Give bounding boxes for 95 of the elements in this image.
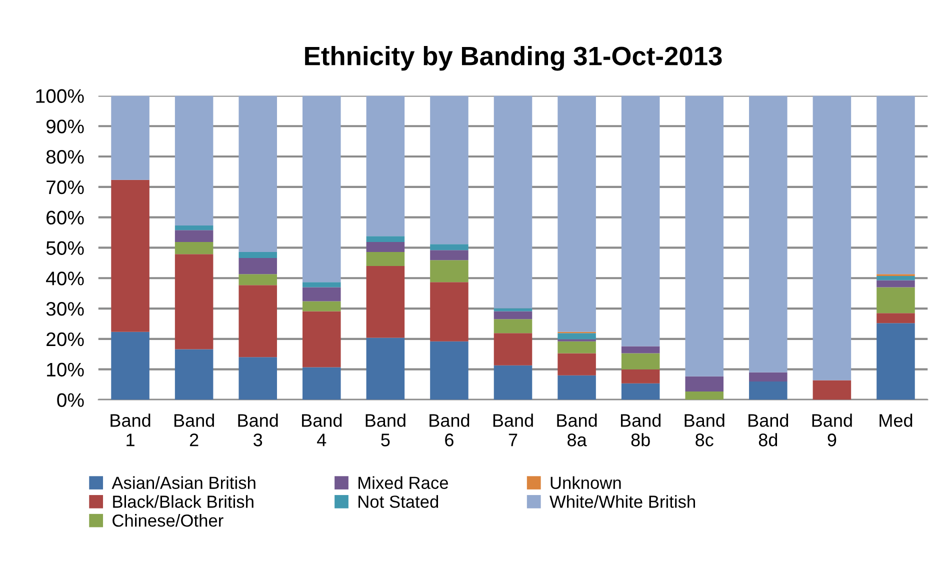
bar	[621, 346, 660, 354]
bar	[302, 311, 341, 368]
x-tick-label: Band 4	[302, 414, 342, 446]
bar	[238, 252, 277, 258]
x-tick-label: Band 3	[238, 414, 278, 446]
bar	[621, 96, 660, 346]
bar	[430, 260, 468, 282]
bar	[621, 369, 660, 384]
bar	[111, 96, 150, 180]
bar	[430, 250, 468, 260]
bar	[238, 357, 277, 400]
bar	[111, 332, 150, 400]
bar	[558, 353, 596, 376]
bar	[366, 266, 405, 338]
bar	[302, 96, 341, 282]
bar	[366, 236, 405, 242]
legend-label: Not Stated	[358, 495, 438, 508]
bar	[494, 319, 532, 334]
bar	[174, 226, 214, 230]
bar	[685, 376, 724, 392]
bar	[366, 96, 405, 236]
x-tick-label: Band 8b	[620, 414, 661, 446]
bar	[494, 333, 532, 366]
bar	[685, 96, 724, 376]
y-tick-label: 100%	[36, 89, 84, 103]
bar	[494, 96, 532, 308]
x-tick-label: Band 9	[812, 414, 852, 446]
x-tick-label: Band 5	[366, 414, 406, 446]
y-tick-label: 90%	[46, 120, 84, 134]
bar	[876, 323, 915, 400]
legend-label: Black/Black British	[113, 495, 254, 508]
bar	[876, 276, 915, 280]
bar	[876, 280, 915, 288]
y-tick-label: 0%	[57, 393, 84, 407]
bar	[621, 353, 660, 370]
x-tick-label: Band 2	[174, 414, 214, 446]
y-tick-label: 30%	[46, 302, 84, 316]
legend-label: Chinese/Other	[112, 514, 224, 527]
bar	[111, 180, 150, 332]
y-tick-label: 60%	[46, 210, 84, 225]
bar	[174, 254, 214, 350]
bar	[430, 341, 468, 400]
bar	[494, 308, 532, 312]
bar	[238, 258, 277, 274]
bar	[366, 252, 405, 266]
x-tick-label: Med	[880, 414, 912, 427]
bar	[558, 375, 596, 400]
bar	[558, 333, 596, 340]
y-tick-label: 40%	[46, 272, 84, 286]
bar	[302, 301, 341, 312]
bar	[238, 285, 277, 358]
bar	[876, 96, 915, 274]
chart-title: Ethnicity by Banding 31-Oct-2013	[305, 46, 722, 71]
legend-label: Mixed Race	[358, 476, 448, 490]
bar	[558, 96, 596, 332]
bar	[174, 349, 214, 400]
bar	[302, 367, 341, 400]
y-tick-label: 50%	[46, 241, 84, 255]
bar	[174, 242, 214, 254]
x-tick-label: Band 8a	[557, 414, 597, 446]
y-tick-label: 20%	[46, 332, 84, 346]
bar	[302, 287, 341, 302]
x-tick-label: Band 7	[493, 414, 533, 446]
y-tick-label: 70%	[46, 180, 84, 194]
bar	[366, 338, 405, 400]
bar	[876, 287, 915, 314]
x-tick-label: Band 8c	[684, 414, 724, 446]
bar	[238, 274, 277, 286]
bar	[558, 341, 596, 354]
bar	[494, 365, 532, 400]
bar	[812, 380, 852, 400]
bar	[749, 381, 788, 400]
legend-label: Asian/Asian British	[112, 476, 256, 490]
bar	[430, 96, 468, 244]
bar	[430, 244, 468, 250]
bar	[494, 311, 532, 320]
bar	[174, 230, 214, 242]
bar	[238, 96, 277, 252]
bar	[749, 96, 788, 372]
bar	[430, 282, 468, 342]
bar	[366, 242, 405, 252]
bar	[302, 282, 341, 288]
legend-label: White/White British	[550, 495, 695, 508]
y-tick-label: 10%	[47, 362, 84, 377]
legend-label: Unknown	[550, 476, 621, 490]
bar	[876, 313, 915, 324]
x-tick-label: Band 8d	[748, 414, 788, 446]
bar	[812, 96, 852, 380]
bar	[749, 372, 788, 382]
x-tick-label: Band 1	[110, 414, 150, 446]
x-tick-label: Band 6	[430, 414, 470, 446]
bar	[621, 383, 660, 400]
bar	[174, 96, 214, 226]
bar	[685, 392, 724, 400]
y-tick-label: 80%	[46, 150, 84, 164]
